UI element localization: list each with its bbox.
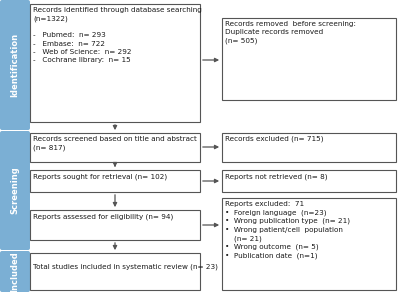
FancyBboxPatch shape — [0, 0, 30, 130]
Bar — [222, 198, 396, 290]
Text: Identification: Identification — [10, 33, 20, 97]
Text: Reports assessed for eligibility (n= 94): Reports assessed for eligibility (n= 94) — [33, 213, 173, 220]
Bar — [30, 133, 200, 162]
Text: Included: Included — [10, 251, 20, 292]
Bar — [222, 170, 396, 192]
Bar — [30, 170, 200, 192]
Bar — [222, 133, 396, 162]
Text: Reports not retrieved (n= 8): Reports not retrieved (n= 8) — [225, 173, 328, 179]
FancyBboxPatch shape — [0, 251, 30, 292]
Text: Records excluded (n= 715): Records excluded (n= 715) — [225, 136, 324, 142]
Text: Records screened based on title and abstract
(n= 817): Records screened based on title and abst… — [33, 136, 197, 151]
Text: Total studies included in systematic review (n= 23): Total studies included in systematic rev… — [33, 263, 218, 269]
Bar — [30, 253, 200, 290]
Text: Reports sought for retrieval (n= 102): Reports sought for retrieval (n= 102) — [33, 173, 167, 179]
Text: Records identified through database searching
(n=1322)

-   Pubmed:  n= 293
-   : Records identified through database sear… — [33, 7, 202, 63]
FancyBboxPatch shape — [0, 131, 30, 250]
Bar — [30, 210, 200, 240]
Bar — [222, 18, 396, 100]
Bar — [30, 4, 200, 122]
Text: Records removed  before screening:
Duplicate records removed
(n= 505): Records removed before screening: Duplic… — [225, 21, 356, 44]
Text: Screening: Screening — [10, 167, 20, 214]
Text: Reports excluded:  71
•  Foreign language  (n=23)
•  Wrong publication type  (n=: Reports excluded: 71 • Foreign language … — [225, 201, 350, 259]
